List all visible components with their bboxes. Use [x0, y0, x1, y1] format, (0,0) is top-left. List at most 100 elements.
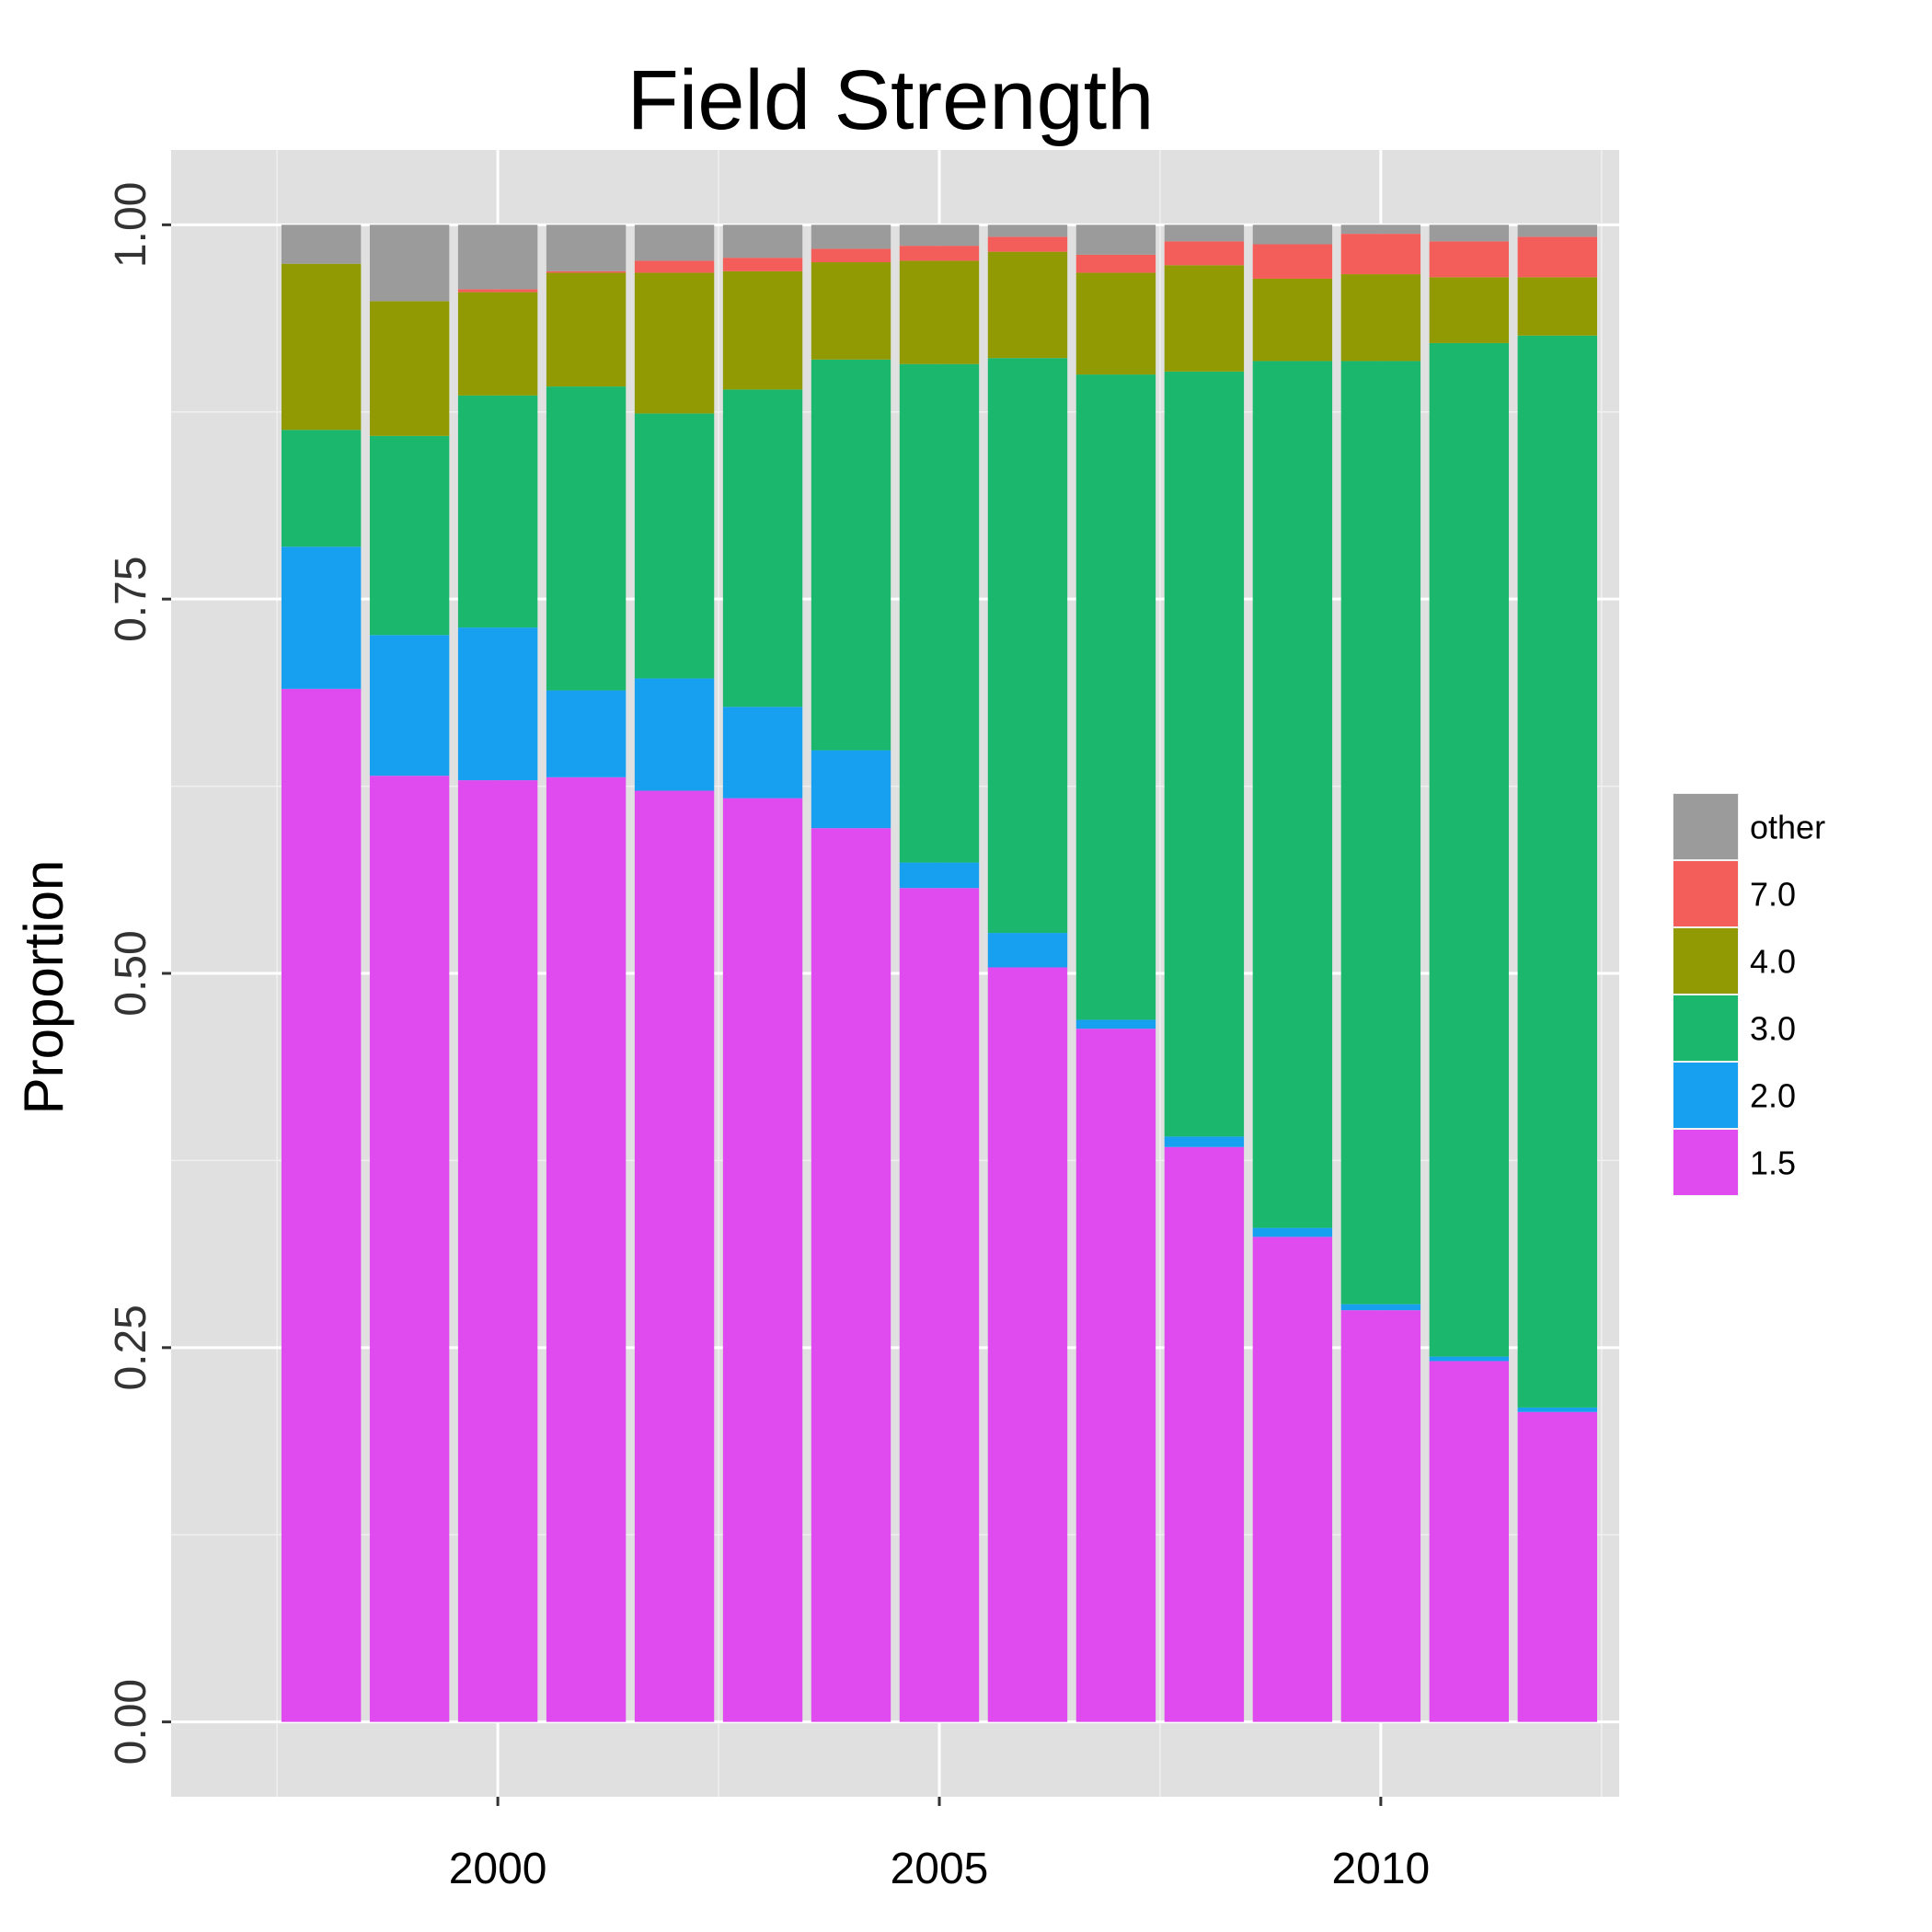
legend-label: 7.0 [1750, 876, 1796, 914]
bar-segment-4-0-1998 [281, 263, 362, 431]
bar-segment-7-0-2003 [722, 258, 803, 271]
bar-segment-other-2010 [1340, 224, 1421, 235]
bar-segment-other-2003 [722, 224, 803, 259]
bar-segment-2-0-2004 [811, 750, 891, 829]
bar-segment-4-0-2004 [811, 262, 891, 360]
bar-segment-other-2001 [546, 224, 627, 271]
bar-segment-1-5-2008 [1164, 1146, 1245, 1722]
bar-segment-3-0-2001 [546, 386, 627, 691]
bar-segment-4-0-2001 [546, 272, 627, 387]
bar-segment-2-0-2003 [722, 707, 803, 799]
bar-segment-2-0-2006 [987, 933, 1068, 968]
bar-segment-1-5-1998 [281, 688, 362, 1722]
bar-segment-1-5-2003 [722, 798, 803, 1722]
bar-segment-3-0-2004 [811, 359, 891, 751]
bar-segment-1-5-2010 [1340, 1310, 1421, 1722]
bar-segment-3-0-2003 [722, 389, 803, 707]
bar-segment-7-0-2011 [1429, 241, 1510, 278]
bar-segment-1-5-1999 [369, 776, 450, 1722]
bar-segment-other-1999 [369, 224, 450, 302]
chart-title: Field Strength [627, 53, 1155, 147]
bar-segment-1-5-2011 [1429, 1361, 1510, 1722]
bar-segment-4-0-2003 [722, 270, 803, 390]
bar-segment-2-0-2009 [1252, 1227, 1333, 1237]
bar-segment-1-5-2009 [1252, 1236, 1333, 1722]
bar-segment-other-2005 [899, 224, 980, 247]
bar-segment-4-0-2006 [987, 251, 1068, 359]
bar-segment-2-0-1999 [369, 635, 450, 776]
bar-segment-7-0-2012 [1517, 236, 1598, 278]
bar-segment-7-0-2000 [457, 289, 538, 293]
bar-segment-7-0-2006 [987, 236, 1068, 252]
bar-segment-1-5-2006 [987, 967, 1068, 1722]
legend-label: 2.0 [1750, 1077, 1796, 1115]
bar-segment-7-0-2010 [1340, 234, 1421, 275]
bar-segment-7-0-2007 [1075, 254, 1156, 273]
bar-segment-other-2012 [1517, 224, 1598, 237]
bar-segment-7-0-2002 [634, 260, 715, 273]
legend-swatch-other [1673, 794, 1738, 859]
bar-segment-other-1998 [281, 224, 362, 264]
legend-swatch-1-5 [1673, 1130, 1738, 1195]
bar-segment-3-0-2002 [634, 413, 715, 679]
bar-segment-2-0-2008 [1164, 1136, 1245, 1147]
y-tick-label: 0.75 [107, 556, 155, 641]
bar-segment-other-2006 [987, 224, 1068, 237]
bar-segment-7-0-2009 [1252, 244, 1333, 279]
bar-segment-4-0-2002 [634, 272, 715, 414]
bar-segment-other-2007 [1075, 224, 1156, 255]
bar-segment-2-0-2005 [899, 862, 980, 889]
y-tick-label: 0.00 [107, 1679, 155, 1765]
legend-swatch-7-0 [1673, 861, 1738, 926]
bar-segment-2-0-2002 [634, 678, 715, 791]
legend-label: 3.0 [1750, 1010, 1796, 1048]
bar-segment-1-5-2005 [899, 888, 980, 1722]
bar-segment-1-5-2001 [546, 776, 627, 1722]
bar-segment-3-0-2009 [1252, 361, 1333, 1228]
bar-segment-1-5-2000 [457, 780, 538, 1722]
y-tick-label: 1.00 [107, 182, 155, 268]
x-tick-label: 2005 [891, 1845, 989, 1893]
bar-segment-3-0-2005 [899, 363, 980, 863]
bar-segment-other-2000 [457, 224, 538, 290]
bar-segment-3-0-2000 [457, 395, 538, 628]
bar-segment-7-0-2008 [1164, 241, 1245, 266]
bar-segment-3-0-2012 [1517, 335, 1598, 1408]
bar-segment-2-0-2000 [457, 627, 538, 781]
bar-segment-2-0-1998 [281, 546, 362, 689]
bar-segment-1-5-2007 [1075, 1029, 1156, 1722]
bar-segment-2-0-2001 [546, 690, 627, 777]
bar-segment-other-2011 [1429, 224, 1510, 242]
legend-label: other [1750, 809, 1825, 846]
bar-segment-3-0-1999 [369, 435, 450, 636]
bar-segment-other-2002 [634, 224, 715, 261]
legend: other 7.0 4.0 3.0 2.0 1.5 [1673, 793, 1825, 1196]
bar-segment-7-0-2004 [811, 248, 891, 263]
bar-segment-3-0-2007 [1075, 374, 1156, 1020]
bar-segment-4-0-1999 [369, 301, 450, 436]
bar-segment-1-5-2012 [1517, 1411, 1598, 1722]
bar-segment-4-0-2007 [1075, 272, 1156, 375]
bar-segment-4-0-2005 [899, 260, 980, 364]
bar-segment-3-0-2010 [1340, 361, 1421, 1305]
bar-segment-2-0-2007 [1075, 1019, 1156, 1029]
bar-segment-1-5-2004 [811, 828, 891, 1722]
y-axis-label: Proportion [13, 860, 75, 1115]
x-tick-label: 2010 [1331, 1845, 1430, 1893]
y-tick-label: 0.25 [107, 1305, 155, 1390]
bar-segment-1-5-2002 [634, 790, 715, 1722]
bar-segment-3-0-2006 [987, 358, 1068, 934]
bar-segment-4-0-2011 [1429, 277, 1510, 343]
legend-label: 1.5 [1750, 1144, 1796, 1182]
bar-segment-4-0-2012 [1517, 277, 1598, 336]
bar-segment-3-0-1998 [281, 430, 362, 547]
bar-segment-4-0-2000 [457, 292, 538, 396]
bar-segment-2-0-2010 [1340, 1304, 1421, 1311]
bar-segment-4-0-2010 [1340, 274, 1421, 362]
bar-segment-other-2008 [1164, 224, 1245, 242]
bar-segment-7-0-2001 [546, 270, 627, 273]
bar-segment-3-0-2011 [1429, 342, 1510, 1357]
x-tick-label: 2000 [449, 1845, 547, 1893]
bar-segment-other-2004 [811, 224, 891, 249]
